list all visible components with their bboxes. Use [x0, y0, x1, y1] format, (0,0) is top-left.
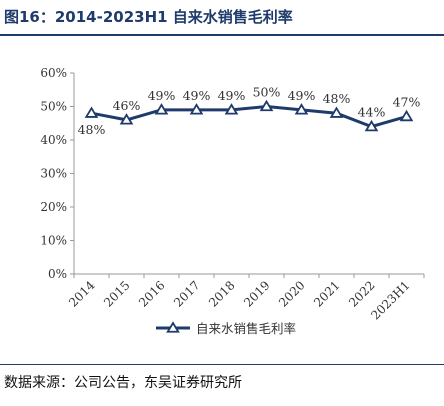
- y-tick-label: 30%: [40, 167, 67, 181]
- legend-label: 自来水销售毛利率: [196, 321, 296, 336]
- x-tick-label: 2022: [346, 278, 377, 309]
- data-point: [364, 119, 379, 132]
- y-tick-label: 40%: [40, 133, 67, 147]
- y-axis: 0% 10% 20% 30% 40% 50% 60%: [40, 66, 75, 281]
- source-note: 数据来源：公司公告，东吴证券研究所: [4, 375, 242, 391]
- data-label: 49%: [183, 88, 211, 103]
- data-label: 49%: [148, 88, 176, 103]
- legend-swatch-marker: [166, 321, 180, 333]
- y-tick-label: 20%: [40, 200, 67, 214]
- x-tick-label: 2017: [171, 278, 202, 309]
- x-tick-label: 2023H1: [368, 278, 412, 322]
- figure-title: 图16：2014-2023H1 自来水销售毛利率: [4, 8, 293, 26]
- data-point: [119, 113, 134, 125]
- series-line: [91, 105, 407, 129]
- data-label: 49%: [288, 88, 316, 103]
- data-label: 44%: [358, 105, 386, 120]
- data-point: [224, 103, 239, 115]
- legend: 自来水销售毛利率: [156, 321, 296, 336]
- data-label: 48%: [323, 91, 351, 106]
- data-point: [399, 109, 414, 122]
- x-tick-label: 2021: [311, 278, 342, 309]
- x-tick-label: 2018: [206, 278, 237, 309]
- series-layer: 48% 46% 49% 49% 49% 50% 49% 48% 44% 47%: [78, 85, 421, 138]
- source-rule: [0, 364, 444, 365]
- y-tick-label: 0%: [48, 267, 67, 281]
- title-rule: [0, 34, 444, 36]
- data-point: [259, 99, 274, 112]
- data-point: [84, 106, 99, 118]
- data-label: 46%: [113, 98, 141, 113]
- x-tick-label: 2019: [241, 278, 272, 309]
- data-label: 50%: [253, 85, 281, 100]
- y-tick-label: 60%: [40, 66, 67, 80]
- x-tick-label: 2020: [276, 278, 307, 309]
- y-tick-label: 10%: [40, 234, 67, 248]
- data-point: [329, 106, 344, 118]
- data-point: [154, 103, 169, 115]
- data-label: 48%: [78, 122, 106, 137]
- chart: 0%10%20%30%40%50%60% 2014 2015 2016 2017 201…: [40, 66, 425, 336]
- data-point: [189, 103, 204, 115]
- y-tick-label: 50%: [40, 100, 67, 114]
- x-tick-label: 2015: [101, 278, 132, 309]
- data-point: [294, 103, 309, 115]
- data-label: 49%: [218, 88, 246, 103]
- x-tick-label: 2016: [136, 278, 167, 309]
- data-label: 47%: [393, 95, 421, 110]
- x-axis: 2014 2015 2016 2017 2018 2019 2020 2021 20222023…: [66, 273, 425, 323]
- x-tick-label: 2014: [66, 278, 98, 310]
